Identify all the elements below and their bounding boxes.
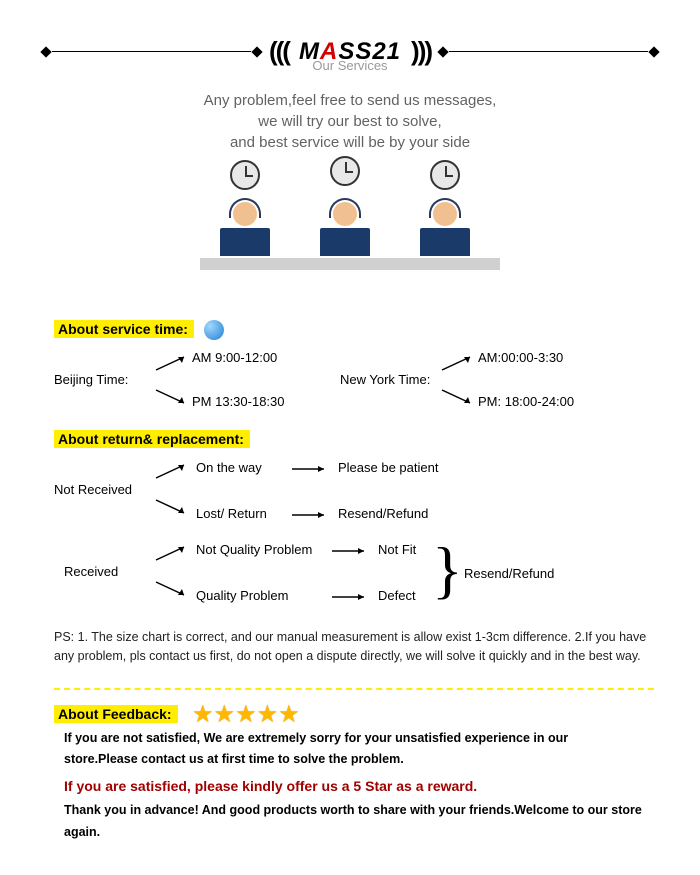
flow-label: Received <box>64 564 118 579</box>
arrow-upright-icon <box>440 354 476 375</box>
flow-result: Resend/Refund <box>338 506 428 521</box>
arrow-downright-icon <box>154 388 190 409</box>
intro-line: we will try our best to solve, <box>0 111 700 132</box>
flow-label: Not Received <box>54 482 132 497</box>
intro-line: and best service will be by your side <box>0 132 700 153</box>
arrow-downright-icon <box>154 580 190 601</box>
intro-line: Any problem,feel free to send us message… <box>0 90 700 111</box>
agent-icon <box>410 202 480 260</box>
arrow-downright-icon <box>154 498 190 519</box>
feedback-heading: About Feedback: ★★★★★ <box>54 700 300 729</box>
flow-branch: Not Quality Problem <box>196 542 312 557</box>
time-pm: PM: 18:00-24:00 <box>478 394 574 409</box>
star-icon: ★ <box>278 700 300 729</box>
clock-icon <box>430 160 460 190</box>
star-icon: ★ <box>235 700 257 729</box>
dashed-divider <box>54 688 654 690</box>
diamond-icon <box>251 46 262 57</box>
support-illustration <box>200 160 500 270</box>
return-heading: About return& replacement: <box>54 430 250 449</box>
feedback-red-line: If you are satisfied, please kindly offe… <box>64 775 644 799</box>
flow-result: Not Fit <box>378 542 416 557</box>
stars-row: ★★★★★ <box>192 700 300 729</box>
diamond-icon <box>437 46 448 57</box>
arrow-upright-icon <box>154 462 190 483</box>
time-am: AM 9:00-12:00 <box>192 350 277 365</box>
time-pm: PM 13:30-18:30 <box>192 394 285 409</box>
arrow-right-icon <box>330 544 370 559</box>
heading-highlight: About Feedback: <box>54 705 178 723</box>
heading-highlight: About service time: <box>54 320 194 338</box>
star-icon: ★ <box>192 700 214 729</box>
star-icon: ★ <box>257 700 279 729</box>
flow-outcome: Resend/Refund <box>464 566 554 581</box>
arrow-right-icon <box>290 462 330 477</box>
clock-icon <box>330 156 360 186</box>
agent-icon <box>210 202 280 260</box>
flow-result: Please be patient <box>338 460 438 475</box>
ps-note: PS: 1. The size chart is correct, and ou… <box>54 628 654 666</box>
agent-icon <box>310 202 380 260</box>
diamond-icon <box>648 46 659 57</box>
desk-icon <box>200 258 500 270</box>
flow-result: Defect <box>378 588 416 603</box>
clock-icon <box>230 160 260 190</box>
brace-icon: } <box>432 538 463 602</box>
arrow-upright-icon <box>154 544 190 565</box>
diamond-icon <box>40 46 51 57</box>
service-time-heading: About service time: <box>54 320 224 340</box>
feedback-text: If you are not satisfied, We are extreme… <box>64 728 644 843</box>
city-label: Beijing Time: <box>54 372 128 387</box>
flow-branch: Quality Problem <box>196 588 288 603</box>
arrow-right-icon <box>330 590 370 605</box>
city-label: New York Time: <box>340 372 430 387</box>
feedback-line: If you are not satisfied, We are extreme… <box>64 728 644 771</box>
arrow-right-icon <box>290 508 330 523</box>
feedback-line: Thank you in advance! And good products … <box>64 800 644 843</box>
arrow-downright-icon <box>440 388 476 409</box>
flow-branch: On the way <box>196 460 262 475</box>
arrow-upright-icon <box>154 354 190 375</box>
header-subtitle: Our Services <box>0 58 700 73</box>
flow-branch: Lost/ Return <box>196 506 267 521</box>
heading-highlight: About return& replacement: <box>54 430 250 448</box>
star-icon: ★ <box>214 700 236 729</box>
blue-ball-icon <box>204 320 224 340</box>
intro-text: Any problem,feel free to send us message… <box>0 90 700 153</box>
time-am: AM:00:00-3:30 <box>478 350 563 365</box>
